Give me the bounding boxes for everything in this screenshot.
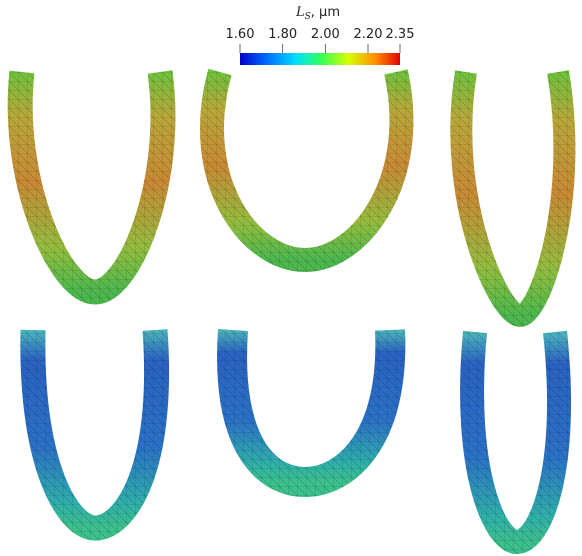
mesh-top-right bbox=[450, 70, 576, 328]
colorbar-title: LS, μm bbox=[295, 5, 340, 22]
colorbar-tick-label: 1.60 bbox=[226, 27, 255, 42]
mesh-top-left bbox=[7, 70, 176, 305]
mesh-bottom-middle bbox=[217, 329, 406, 498]
colorbar-tick-label: 1.80 bbox=[268, 27, 297, 42]
colorbar: LS, μm bbox=[240, 5, 400, 65]
mesh-bottom-left bbox=[20, 329, 170, 541]
colorbar-tick-label: 2.35 bbox=[386, 27, 415, 42]
colorbar-tick-label: 2.00 bbox=[311, 27, 340, 42]
colorbar-tick-label: 2.20 bbox=[354, 27, 383, 42]
colorbar-gradient bbox=[240, 53, 400, 65]
mesh-top-middle bbox=[200, 68, 414, 273]
meshes bbox=[7, 68, 576, 555]
mesh-bottom-right bbox=[460, 330, 572, 555]
